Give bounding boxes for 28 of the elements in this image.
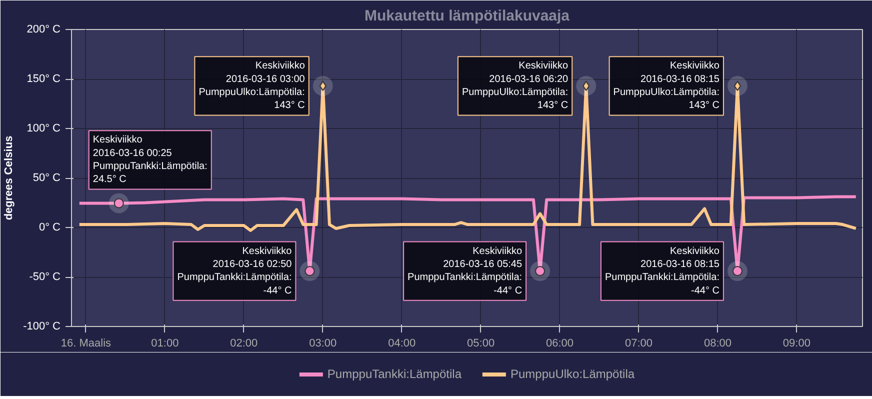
annotation: Keskiviikko 2016-03-16 05:45 PumppuTankki:Lämpötila: -44° C	[408, 246, 522, 296]
x-tick-label: 06:00	[546, 338, 574, 350]
annotation: Keskiviikko 2016-03-16 02:50 PumppuTankki:Lämpötila: -44° C	[177, 246, 292, 296]
x-tick-label: 05:00	[467, 338, 495, 350]
annotation: Keskiviikko 2016-03-16 06:20 PumppuUlko:Lämpötila: 143° C	[462, 60, 569, 112]
y-tick-label: 0° C	[38, 222, 61, 234]
x-tick-label: 07:00	[624, 338, 653, 350]
y-tick-label: 200° C	[26, 24, 61, 36]
annotation: Keskiviikko 2016-03-16 08:15 PumppuTankki:Lämpötila: -44° C	[604, 246, 720, 296]
y-tick-label: -50° C	[29, 271, 61, 283]
y-tick-label: 150° C	[26, 73, 61, 85]
legend-label: PumppuUlko:Lämpötila	[510, 367, 635, 381]
x-tick-label: 16. Maalis	[60, 338, 112, 350]
y-tick-label: 50° C	[32, 172, 61, 184]
x-tick-label: 02:00	[230, 338, 258, 350]
x-tick-label: 09:00	[782, 338, 810, 350]
x-tick-label: 04:00	[388, 338, 416, 350]
y-axis-title: degrees Celsius	[3, 136, 16, 220]
x-tick-label: 03:00	[309, 338, 337, 350]
annotation: Keskiviikko 2016-03-16 03:00 PumppuUlko:Lämpötila: 143° C	[198, 60, 306, 112]
x-tick-label: 08:00	[704, 338, 732, 350]
legend-label: PumppuTankki:Lämpötila	[327, 367, 462, 381]
x-tick-label: 01:00	[151, 338, 179, 350]
y-tick-label: 100° C	[26, 122, 61, 134]
annotation: Keskiviikko 2016-03-16 00:25 PumppuTankki:Lämpötila: 24.5° C	[92, 134, 208, 186]
chart-title: Mukautettu lämpötilakuvaaja	[364, 8, 570, 24]
annotation: Keskiviikko 2016-03-16 08:15 PumppuUlko:Lämpötila: 143° C	[613, 60, 720, 112]
y-tick-label: -100° C	[23, 320, 61, 332]
